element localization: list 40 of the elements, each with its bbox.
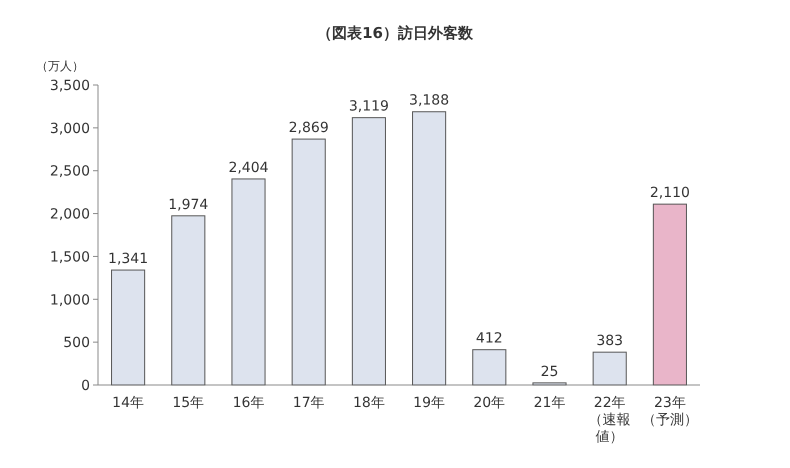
y-tick-label: 3,500 (50, 78, 90, 94)
y-tick-label: 1,500 (50, 249, 90, 266)
data-label: 25 (540, 364, 558, 380)
y-tick-label: 2,000 (50, 206, 90, 223)
bar (231, 178, 266, 386)
bar (111, 270, 146, 386)
bar (171, 215, 206, 386)
x-tick-label: 21年 (534, 395, 566, 411)
bar (292, 138, 326, 386)
data-label: 383 (596, 333, 624, 350)
y-tick-label: 500 (63, 335, 90, 352)
y-axis-title: （万人） (36, 59, 84, 73)
x-tick-label: 17年 (292, 395, 325, 411)
bar (652, 204, 687, 386)
x-tick-label: 16年 (232, 395, 264, 411)
data-label: 3,188 (409, 92, 450, 109)
y-tick-label: 0 (81, 378, 90, 394)
y-tick-label: 2,500 (50, 164, 90, 180)
data-label: 2,869 (288, 120, 329, 136)
data-label: 1,974 (168, 196, 208, 213)
y-tick-label: 3,000 (50, 120, 90, 137)
x-tick-label: 19年 (413, 395, 446, 411)
bar (472, 349, 506, 386)
x-tick-label: 14年 (112, 395, 144, 411)
data-label: 412 (476, 330, 503, 347)
bar (592, 352, 627, 386)
x-tick-label: 23年（予測） (642, 395, 698, 428)
bar (412, 111, 446, 386)
x-tick-label: 18年 (352, 395, 385, 411)
data-label: 2,110 (650, 185, 690, 202)
data-label: 1,341 (108, 251, 148, 268)
bar (532, 382, 567, 386)
data-label: 3,119 (348, 98, 389, 115)
y-tick-label: 1,000 (50, 292, 90, 308)
bar (352, 117, 386, 386)
data-label: 2,404 (228, 160, 269, 176)
chart-title: （図表16）訪日外客数 (317, 24, 474, 42)
x-tick-label: 20年 (473, 395, 506, 411)
x-tick-label: 15年 (172, 395, 204, 411)
x-tick-label: 22年（速報値） (588, 395, 631, 445)
